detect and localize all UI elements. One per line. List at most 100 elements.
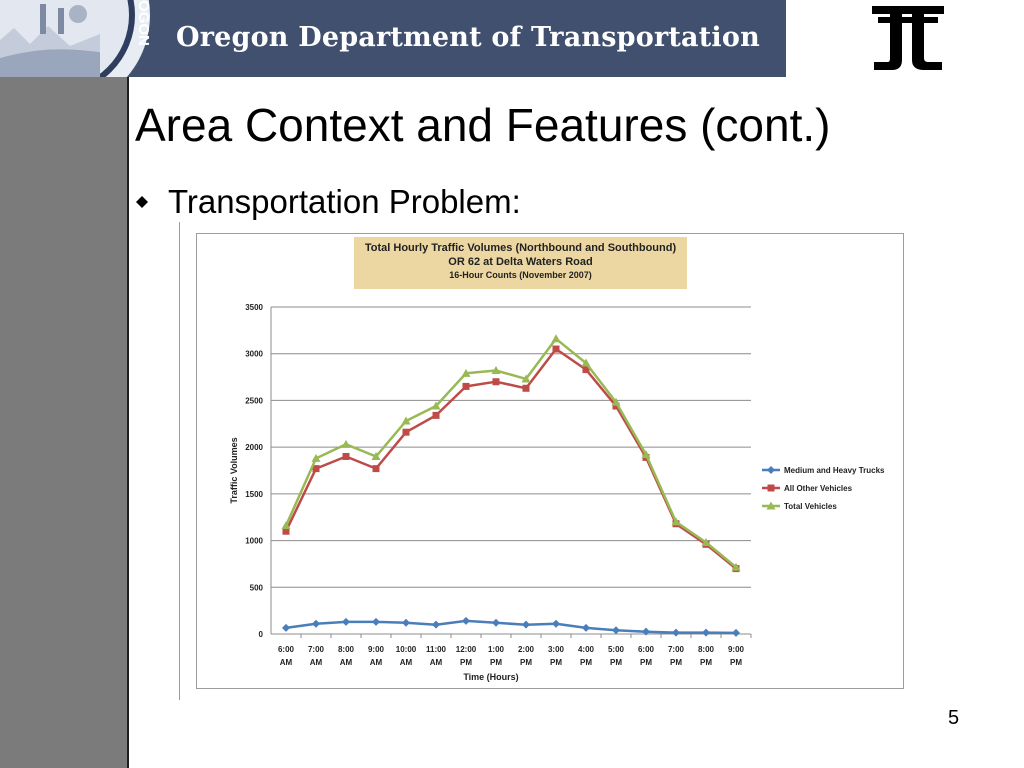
legend-label: Total Vehicles	[784, 502, 837, 511]
page-number: 5	[948, 707, 960, 729]
series-line-1	[284, 347, 737, 570]
data-point	[731, 562, 741, 571]
data-point	[461, 368, 471, 377]
data-point	[341, 439, 351, 448]
data-point	[431, 401, 441, 410]
data-point	[371, 451, 381, 460]
data-point	[702, 628, 710, 637]
x-tick-label-period: PM	[610, 658, 622, 667]
data-point	[311, 453, 321, 462]
x-tick-label-period: AM	[280, 658, 293, 667]
data-point	[432, 411, 440, 419]
x-tick-label-time: 8:00	[338, 645, 355, 654]
data-point	[462, 382, 470, 390]
series-line-2	[284, 337, 737, 569]
series-line-0	[285, 619, 737, 635]
data-point	[401, 416, 411, 425]
data-point	[522, 620, 530, 629]
data-point	[281, 521, 291, 530]
chart-note: 16-Hour Counts (November 2007)	[449, 270, 592, 280]
x-tick-label-period: AM	[370, 658, 383, 667]
data-point	[372, 617, 380, 626]
data-point	[552, 345, 560, 353]
x-tick-label-period: AM	[430, 658, 443, 667]
y-axis-label: Traffic Volumes	[229, 437, 239, 503]
x-tick-label-time: 11:00	[426, 645, 447, 654]
data-point	[432, 620, 440, 629]
legend-label: All Other Vehicles	[784, 484, 853, 493]
data-point	[642, 627, 650, 636]
x-tick-label-period: PM	[520, 658, 532, 667]
chart-title-box: Total Hourly Traffic Volumes (Northbound…	[354, 237, 687, 289]
y-tick-label: 2000	[245, 443, 263, 452]
x-tick-label-time: 9:00	[368, 645, 385, 654]
data-point	[582, 366, 590, 374]
x-tick-label-time: 7:00	[308, 645, 325, 654]
data-point	[581, 358, 591, 367]
data-point	[492, 618, 500, 627]
legend-marker	[766, 501, 776, 510]
data-point	[612, 402, 620, 410]
x-tick-label-time: 10:00	[396, 645, 417, 654]
legend-label: Medium and Heavy Trucks	[784, 466, 885, 475]
data-point	[492, 378, 500, 386]
x-tick-label-time: 1:00	[488, 645, 505, 654]
x-tick-label-period: PM	[490, 658, 502, 667]
x-tick-label-time: 8:00	[698, 645, 715, 654]
y-tick-label: 2500	[245, 396, 263, 405]
data-point	[312, 465, 320, 473]
data-point	[402, 618, 410, 627]
data-point	[342, 617, 350, 626]
data-point	[342, 452, 350, 460]
data-point	[462, 616, 470, 625]
data-point	[282, 527, 290, 535]
data-point	[701, 537, 711, 546]
chart-divider	[179, 222, 180, 700]
data-point	[641, 450, 651, 459]
x-tick-label-time: 9:00	[728, 645, 745, 654]
x-tick-label-time: 5:00	[608, 645, 625, 654]
data-point	[282, 623, 290, 632]
x-tick-label-period: PM	[700, 658, 712, 667]
data-point	[582, 623, 590, 632]
data-point	[671, 517, 681, 526]
x-tick-label-period: AM	[400, 658, 413, 667]
data-point	[521, 374, 531, 383]
x-tick-label-time: 3:00	[548, 645, 565, 654]
x-tick-label-time: 7:00	[668, 645, 685, 654]
data-point	[552, 619, 560, 628]
bullet-text: Transportation Problem:	[168, 183, 521, 220]
y-tick-label: 3500	[245, 303, 263, 312]
x-tick-label-period: PM	[550, 658, 562, 667]
y-tick-label: 3000	[245, 350, 263, 359]
data-point	[551, 334, 561, 343]
y-tick-label: 1500	[245, 490, 263, 499]
bullet-item: Transportation Problem:	[136, 182, 521, 222]
data-point	[491, 366, 501, 375]
data-point	[402, 428, 410, 436]
x-tick-label-period: PM	[670, 658, 682, 667]
chart-title: Total Hourly Traffic Volumes (Northbound…	[364, 242, 677, 254]
chart-subtitle: OR 62 at Delta Waters Road	[448, 256, 593, 268]
x-tick-label-period: PM	[730, 658, 742, 667]
data-point	[372, 465, 380, 473]
data-point	[611, 397, 621, 406]
data-point	[732, 628, 740, 637]
x-tick-label-period: PM	[460, 658, 472, 667]
x-axis-label: Time (Hours)	[463, 672, 518, 682]
x-tick-label-time: 6:00	[638, 645, 655, 654]
header-bar: OGON Oregon Department of Transportation	[0, 0, 786, 77]
x-tick-label-time: 12:00	[456, 645, 477, 654]
y-tick-label: 1000	[245, 537, 263, 546]
data-point	[522, 384, 530, 392]
legend-marker	[767, 484, 775, 492]
diamond-bullet-icon	[136, 196, 148, 208]
x-tick-label-period: PM	[640, 658, 652, 667]
x-tick-label-time: 4:00	[578, 645, 595, 654]
oregon-seal-icon: OGON	[0, 0, 152, 77]
legend-marker	[767, 466, 775, 474]
odot-logo-icon	[872, 6, 944, 70]
x-tick-label-time: 6:00	[278, 645, 295, 654]
slide-title: Area Context and Features (cont.)	[135, 99, 831, 151]
